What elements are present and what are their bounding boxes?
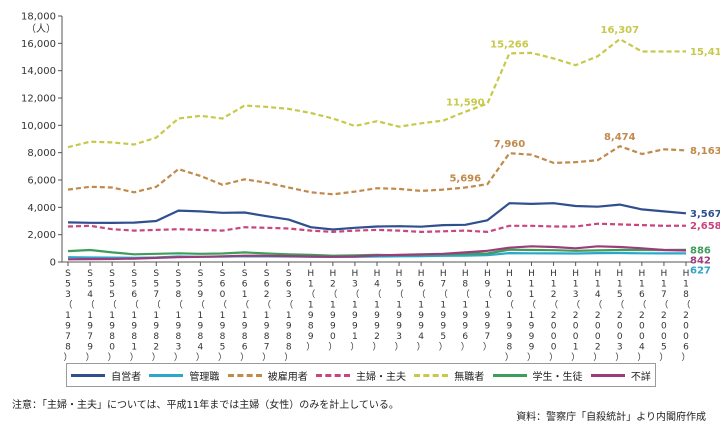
end-value-label: 627 [690, 265, 711, 276]
series-line-4 [67, 222, 687, 233]
data-label: 15,266 [490, 39, 529, 50]
legend-item: 自営者 [71, 368, 141, 383]
legend-swatch [492, 373, 527, 377]
x-tick-label: H 1 2 （2 0 0 0） [549, 269, 558, 362]
y-tick-label: 14,000 [21, 66, 56, 77]
legend-label: 管理職 [189, 371, 220, 383]
y-tick-label: 2,000 [27, 230, 56, 241]
x-tick-label: H 1 3 （2 0 0 1） [571, 269, 580, 362]
series-line-5 [67, 37, 687, 149]
x-tick-label: H 8 （1 9 9 6） [461, 269, 470, 353]
legend-item: 不詳 [590, 368, 651, 383]
end-value-label: 886 [690, 245, 711, 256]
legend-swatch [315, 373, 350, 377]
chart-data-labels: 11,590 15,266 16,307 5,696 7,960 8,474 15,412 8… [446, 25, 720, 276]
legend-item: 主婦・主夫 [315, 368, 406, 383]
x-tick-label: S 5 8 （1 9 8 3） [174, 269, 183, 362]
y-tick-label: 12,000 [21, 94, 56, 105]
data-label: 8,474 [604, 132, 636, 143]
x-tick-label: S 5 7 （1 9 8 2） [152, 269, 161, 362]
end-value-label: 15,412 [690, 47, 720, 58]
legend-item: 被雇用者 [227, 368, 308, 383]
x-tick-label: H 6 （1 9 9 4） [417, 269, 426, 353]
series-line-7 [67, 245, 687, 261]
source-note: 資料：警察庁「自殺統計」より内閣府作成 [516, 412, 706, 423]
chart-axes: （人） 0 2,000 4,000 6,000 8,000 10,000 12,000 14,0… [21, 12, 692, 362]
x-tick-label: S 6 0 （1 9 8 5） [218, 269, 227, 362]
y-unit-label: （人） [26, 23, 56, 35]
legend-label: 学生・生徒 [532, 371, 583, 383]
x-tick-label: S 5 3 （1 9 7 8） [63, 269, 72, 362]
legend-item: 管理職 [149, 368, 219, 383]
x-tick-label: H 7 （1 9 9 5） [439, 269, 448, 353]
y-tick-label: 6,000 [27, 176, 56, 187]
x-tick-label: H 2 （1 9 9 0） [328, 269, 337, 353]
y-tick-label: 18,000 [21, 12, 56, 23]
y-tick-label: 8,000 [27, 148, 56, 159]
y-tick-label: 10,000 [21, 121, 56, 132]
x-tick-label: S 6 1 （1 9 8 6） [240, 269, 249, 362]
chart-legend: 自営者 管理職 被雇用者 主婦・主夫 無職者 学生・生徒 不詳 [66, 363, 656, 387]
y-tick-label: 4,000 [27, 203, 56, 214]
legend-swatch [71, 373, 106, 377]
x-tick-label: H 1 6 （2 0 0 4） [637, 269, 646, 362]
x-tick-label: S 6 3 （1 9 8 8） [284, 269, 293, 362]
legend-swatch [414, 373, 449, 377]
chart-series-lines [67, 37, 687, 261]
data-label: 7,960 [494, 139, 526, 150]
x-tick-label: H 1 7 （2 0 0 5） [659, 269, 668, 362]
series-line-3 [67, 145, 687, 196]
x-tick-label: H 1 8 （2 0 0 6） [681, 269, 690, 362]
series-line-1 [67, 202, 687, 231]
data-label: 5,696 [449, 174, 481, 185]
x-tick-label: S 5 4 （1 9 7 9） [86, 269, 95, 362]
end-value-label: 2,658 [690, 221, 720, 232]
x-tick-label: H 9 （1 9 9 7） [483, 269, 492, 353]
data-label: 11,590 [446, 98, 485, 109]
x-tick-label: H 1 4 （2 0 0 2） [593, 269, 602, 362]
x-tick-label: H 1 0 （1 9 9 8） [505, 269, 514, 362]
x-tick-label: H 3 （1 9 9 1） [350, 269, 359, 353]
legend-swatch [149, 373, 184, 377]
footnote: 注意：「主婦・主夫」については、平成11年までは主婦（女性）のみを計上している。 [12, 400, 399, 411]
legend-label: 不詳 [630, 371, 651, 383]
legend-item: 無職者 [414, 368, 484, 383]
x-tick-label: S 5 9 （1 9 8 4） [196, 269, 205, 362]
x-tick-label: H 1 1 （1 9 9 9） [527, 269, 536, 362]
x-tick-label: S 6 2 （1 9 8 7） [262, 269, 271, 362]
x-tick-label: S 5 5 （1 9 8 0） [108, 269, 117, 362]
legend-label: 被雇用者 [267, 371, 308, 383]
y-tick-label: 16,000 [21, 39, 56, 50]
x-tick-label: H 1 5 （2 0 0 3） [615, 269, 624, 362]
data-label: 16,307 [600, 25, 639, 36]
x-tick-label: H 1 （1 9 8 9） [306, 269, 315, 353]
legend-label: 無職者 [454, 371, 485, 383]
legend-swatch [590, 373, 625, 377]
x-tick-label: S 5 6 （1 9 8 1） [130, 269, 139, 362]
end-value-label: 3,567 [690, 209, 720, 220]
end-value-label: 842 [690, 255, 711, 266]
end-value-label: 8,163 [690, 146, 720, 157]
legend-label: 主婦・主夫 [355, 371, 406, 383]
legend-swatch [227, 373, 262, 377]
y-tick-label: 0 [50, 258, 56, 269]
legend-item: 学生・生徒 [492, 368, 583, 383]
line-chart: （人） 0 2,000 4,000 6,000 8,000 10,000 12,000 14,0… [21, 12, 720, 363]
legend-label: 自営者 [111, 371, 142, 383]
x-tick-label: H 4 （1 9 9 2） [372, 269, 381, 353]
x-tick-label: H 5 （1 9 9 3） [395, 269, 404, 353]
